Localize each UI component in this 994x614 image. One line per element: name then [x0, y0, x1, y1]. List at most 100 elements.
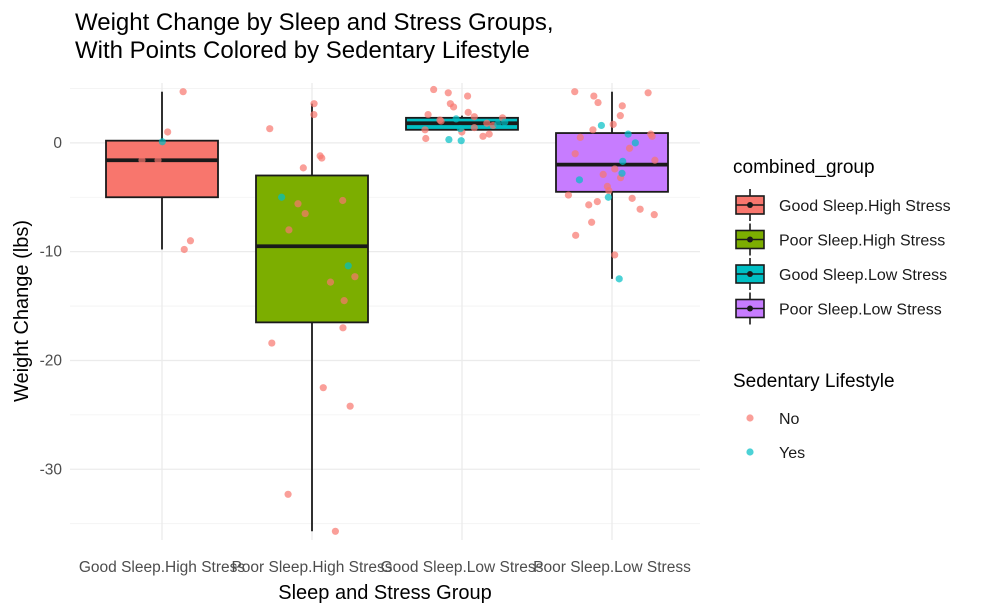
data-point-no	[299, 164, 307, 172]
chart-title-line: With Points Colored by Sedentary Lifesty…	[75, 37, 530, 64]
data-point-no	[285, 226, 293, 234]
data-point-yes	[624, 130, 632, 138]
data-point-yes	[501, 118, 509, 126]
data-point-no	[576, 133, 584, 142]
data-point-no	[609, 120, 617, 128]
data-point-no	[464, 92, 472, 100]
data-point-yes	[618, 169, 626, 177]
data-point-no	[616, 112, 624, 120]
boxplot-good-sleep-high-stress	[105, 91, 219, 250]
legend-item: Yes	[746, 445, 805, 462]
data-point-no	[339, 196, 347, 205]
data-point-no	[179, 88, 187, 96]
data-point-no	[180, 245, 188, 254]
data-point-no	[346, 402, 354, 410]
data-point-no	[628, 194, 636, 202]
data-point-yes	[494, 120, 502, 128]
data-point-no	[310, 100, 318, 108]
data-point-no	[479, 132, 487, 140]
legend-sedentary-lifestyle: Sedentary Lifestyle No Yes	[733, 371, 895, 462]
chart-title-line: Weight Change by Sleep and Stress Groups…	[75, 9, 554, 36]
legend-key-point	[747, 305, 753, 312]
data-point-no	[449, 103, 458, 111]
legend-label: No	[779, 411, 800, 428]
data-point-no	[424, 110, 432, 119]
data-point-yes	[615, 275, 623, 283]
data-point-no	[138, 156, 146, 164]
data-point-yes	[344, 262, 352, 270]
data-point-no	[585, 201, 593, 209]
y-tick-label: -20	[40, 352, 63, 369]
data-point-yes	[597, 121, 605, 130]
x-axis-title: Sleep and Stress Group	[278, 582, 491, 604]
data-point-yes	[575, 176, 584, 184]
y-tick-label: -10	[40, 244, 63, 261]
box-iqr	[555, 132, 669, 193]
legend-item: Poor Sleep.Low Stress	[735, 292, 942, 325]
legend-combined-group: combined_group Good Sleep.High Stress Poor…	[733, 157, 951, 325]
data-point-no	[605, 187, 613, 195]
data-point-no	[636, 205, 644, 213]
data-point-no	[611, 251, 619, 259]
data-point-no	[470, 124, 478, 132]
data-point-yes	[158, 138, 166, 146]
data-point-no	[464, 108, 472, 116]
data-point-no	[611, 165, 619, 173]
jitter-points	[138, 85, 659, 535]
data-point-yes	[452, 115, 460, 123]
y-axis-title: Weight Change (lbs)	[11, 220, 33, 402]
data-point-yes	[457, 137, 465, 145]
data-point-no	[644, 89, 652, 97]
legend-item: No	[746, 411, 800, 428]
legend-title: combined_group	[733, 157, 875, 178]
data-point-no	[650, 211, 658, 219]
legend-label: Poor Sleep.High Stress	[779, 233, 945, 250]
data-point-no	[301, 209, 309, 218]
data-point-no	[268, 339, 276, 347]
data-point-yes	[456, 125, 464, 133]
data-point-no	[318, 154, 326, 162]
data-point-no	[594, 98, 602, 107]
y-tick-label: -30	[40, 461, 63, 478]
data-point-no	[421, 126, 429, 134]
data-point-no	[590, 92, 598, 100]
legend-item: Good Sleep.High Stress	[735, 189, 951, 221]
data-point-no	[571, 150, 579, 158]
data-point-no	[485, 130, 493, 138]
data-point-no	[422, 134, 430, 143]
data-point-no	[310, 110, 318, 119]
legend-key-point	[747, 236, 753, 243]
boxplot-poor-sleep-high-stress	[255, 103, 369, 532]
data-point-no	[284, 490, 292, 498]
data-point-no	[339, 324, 347, 332]
legend-label: Poor Sleep.Low Stress	[779, 302, 942, 319]
x-tick-label: Poor Sleep.High Stress	[231, 559, 392, 576]
data-point-no	[625, 144, 634, 152]
data-point-no	[164, 128, 172, 136]
data-point-no	[483, 119, 491, 127]
box-iqr	[255, 174, 369, 324]
legend-item: Good Sleep.Low Stress	[735, 258, 947, 290]
data-point-no	[319, 384, 327, 392]
legend-label: Good Sleep.Low Stress	[779, 267, 947, 284]
data-point-no	[564, 191, 573, 199]
data-point-yes	[604, 193, 612, 201]
data-point-no	[618, 102, 626, 110]
legend-key-point	[747, 202, 753, 208]
x-tick-label: Good Sleep.Low Stress	[381, 559, 544, 576]
x-tick-label: Good Sleep.High Stress	[79, 559, 246, 576]
data-point-no	[154, 156, 162, 164]
data-point-no	[571, 88, 579, 96]
boxplots	[105, 91, 669, 532]
data-point-no	[470, 113, 478, 121]
data-point-no	[437, 117, 445, 125]
data-point-yes	[278, 193, 286, 201]
data-point-no	[430, 85, 438, 94]
data-point-no	[351, 273, 359, 281]
legend-label: Yes	[779, 445, 805, 462]
legend-title: Sedentary Lifestyle	[733, 371, 895, 392]
legend-key-point	[746, 414, 754, 422]
legend-label: Good Sleep.High Stress	[779, 198, 951, 215]
boxplot-poor-sleep-low-stress	[555, 91, 669, 279]
